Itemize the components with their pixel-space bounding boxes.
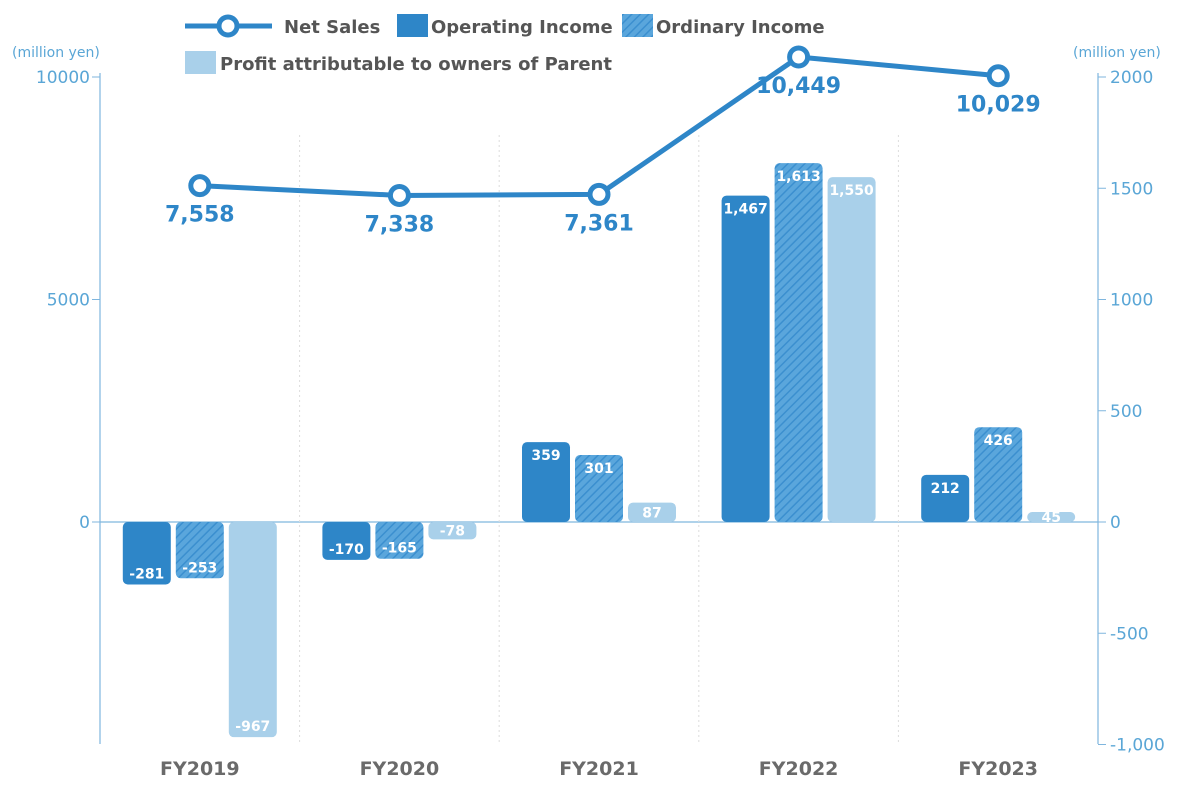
category-label: FY2022 (759, 758, 839, 780)
legend-ordinary-income-swatch (622, 14, 653, 37)
net-sales-point (787, 45, 811, 69)
bar-ordinary-income (974, 427, 1023, 522)
bar-value-label: 1,467 (723, 202, 767, 218)
bar-ordinary-income (774, 163, 823, 523)
bar-operating-income (322, 522, 371, 560)
bar-value-label: -281 (129, 567, 164, 583)
legend-operating-income-swatch (397, 14, 428, 37)
legend-ordinary-income: Ordinary Income (656, 17, 825, 38)
net-sales-line-layer (188, 45, 1010, 207)
legend-operating-income: Operating Income (431, 17, 613, 38)
bar-profit-attributable-to-owners-of-parent (428, 522, 477, 540)
right-tick-label: 1000 (1110, 291, 1153, 311)
net-sales-line (199, 54, 999, 198)
right-tick-label: 1500 (1110, 179, 1153, 199)
right-tick-label: 2000 (1110, 68, 1153, 88)
data-labels: -281 -170 359 1,467 212 -253 -165 301 1,613 426 -9… (129, 74, 1061, 735)
bar-value-label: 426 (984, 433, 1013, 449)
left-axis-unit: (million yen) (12, 45, 100, 61)
left-tick-label: 5000 (47, 291, 90, 311)
net-sales-value-label: 10,029 (956, 93, 1041, 118)
net-sales-point (986, 64, 1010, 88)
bar-operating-income (921, 474, 970, 522)
bar-value-label: 359 (531, 448, 560, 464)
legend-net-sales: Net Sales (284, 17, 380, 38)
net-sales-value-label: 7,338 (365, 212, 435, 237)
bar-operating-income (522, 442, 570, 522)
bar-operating-income (122, 522, 171, 585)
bar-value-label: -78 (440, 524, 465, 540)
bar-ordinary-income (175, 522, 224, 579)
bar-value-label: -253 (182, 560, 217, 576)
net-sales-point (188, 174, 212, 198)
bar-ordinary-income (575, 455, 623, 522)
net-sales-point (587, 182, 611, 206)
bar-value-label: 1,613 (776, 169, 820, 185)
left-tick-label: 10000 (36, 68, 90, 88)
category-label: FY2020 (360, 758, 440, 780)
legend-profit: Profit attributable to owners of Parent (220, 54, 612, 75)
bar-value-label: 1,550 (829, 183, 874, 199)
category-label: FY2021 (559, 758, 639, 780)
right-axis-unit: (million yen) (1073, 45, 1161, 61)
bar-profit-attributable-to-owners-of-parent (228, 522, 277, 738)
bar-value-label: -967 (235, 719, 270, 735)
net-sales-value-label: 7,558 (165, 203, 235, 228)
bar-value-label: 212 (931, 481, 960, 497)
left-tick-label: 0 (79, 513, 90, 533)
legend-net-sales-marker-icon (216, 14, 240, 38)
right-tick-label: -1,000 (1110, 736, 1165, 756)
bar-ordinary-income (375, 522, 424, 559)
bar-value-label: -165 (382, 541, 417, 557)
net-sales-value-label: 7,361 (564, 211, 634, 236)
bar-profit-attributable-to-owners-of-parent (827, 177, 876, 522)
bar-operating-income (721, 195, 770, 522)
bar-profit-attributable-to-owners-of-parent (628, 502, 676, 522)
right-tick-label: -500 (1110, 624, 1149, 644)
bar-value-label: 301 (584, 461, 613, 477)
bars (122, 163, 1076, 738)
category-label: FY2019 (160, 758, 240, 780)
bar-value-label: 87 (642, 505, 661, 521)
legend-profit-swatch (185, 51, 216, 74)
bar-profit-attributable-to-owners-of-parent (1027, 511, 1076, 522)
category-label: FY2023 (958, 758, 1038, 780)
bar-value-label: -170 (329, 542, 364, 558)
legend: Net Sales Operating Income Ordinary Inco… (185, 14, 825, 75)
net-sales-value-label: 10,449 (756, 74, 841, 99)
axes: 10000500002000150010005000-500-1,000FY20… (36, 68, 1165, 780)
net-sales-point (387, 183, 411, 207)
right-tick-label: 0 (1110, 513, 1121, 533)
right-tick-label: 500 (1110, 402, 1142, 422)
bar-value-label: 45 (1041, 510, 1060, 526)
